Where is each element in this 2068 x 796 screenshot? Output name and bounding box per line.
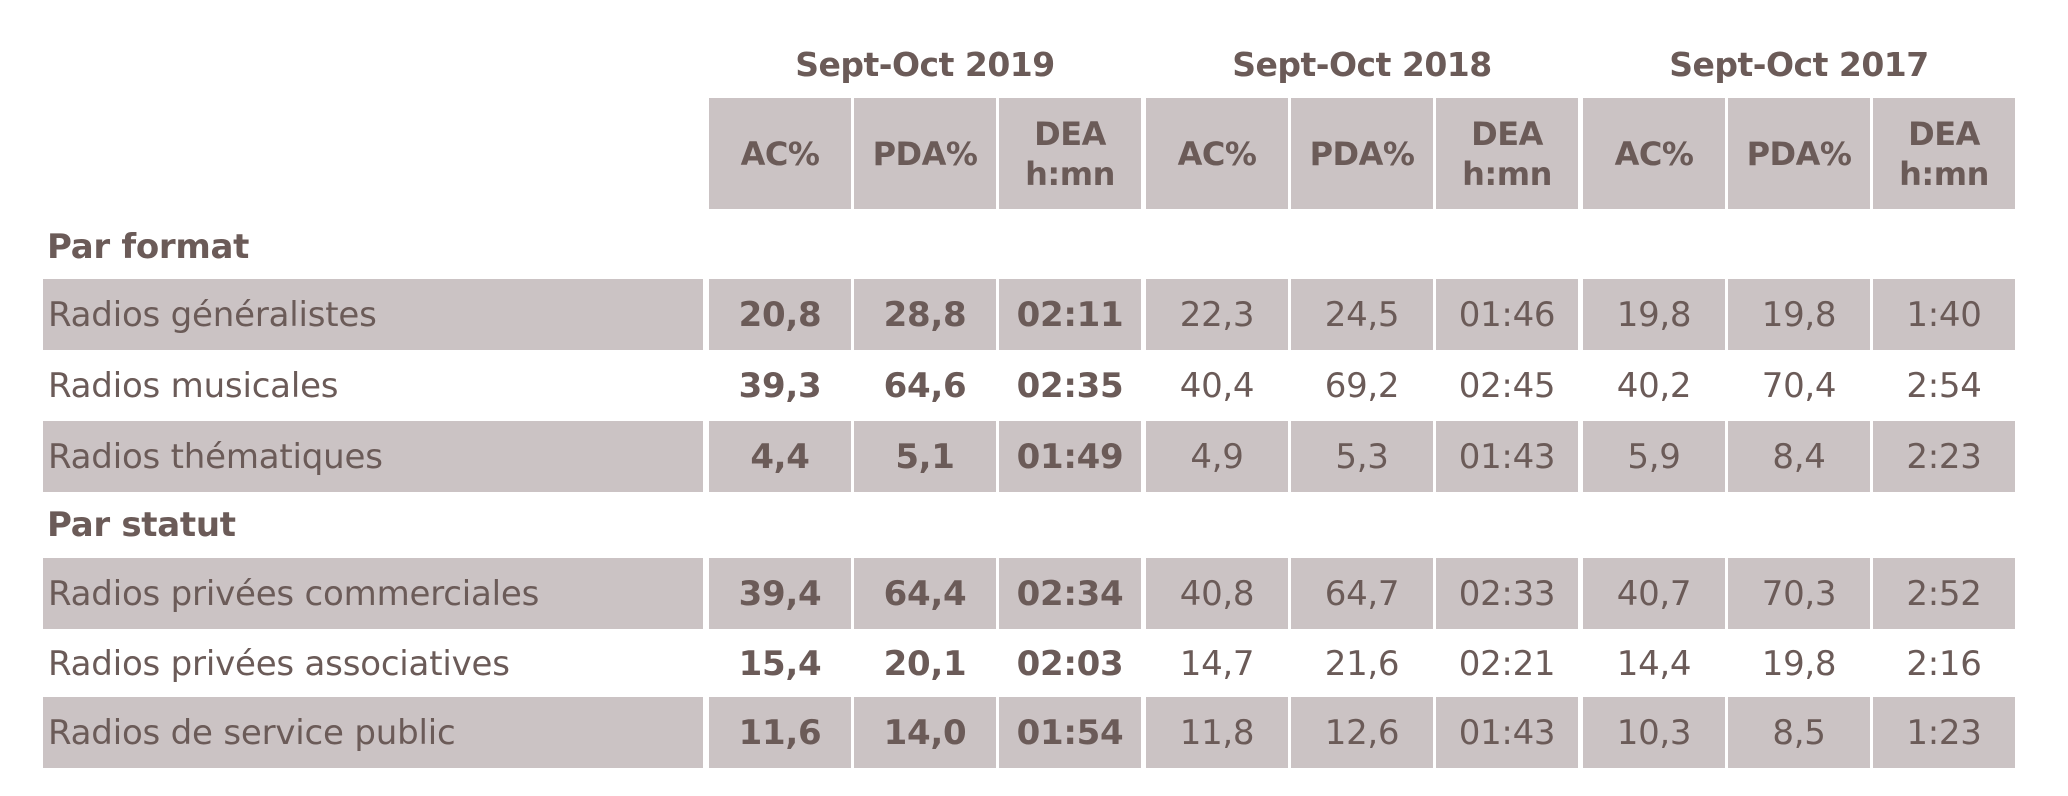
column-header-label: PDA% [872, 134, 978, 173]
table-cell: 2:23 [1873, 421, 2015, 492]
column-header-dea: DEA h:mn [999, 98, 1141, 209]
row-label: Radios thématiques [43, 421, 703, 492]
column-header-ac: AC% [1583, 98, 1725, 209]
table-cell: 40,8 [1146, 558, 1288, 629]
table-cell: 10,3 [1583, 697, 1725, 768]
table-cell: 40,7 [1583, 558, 1725, 629]
table-cell: 2:16 [1906, 643, 1982, 684]
column-header-ac: AC% [709, 98, 851, 209]
row-label: Radios généralistes [43, 279, 703, 350]
table-cell: 39,4 [709, 558, 851, 629]
table-cell: 70,3 [1728, 558, 1870, 629]
section-title: Par statut [47, 505, 236, 545]
table-cell: 1:40 [1873, 279, 2015, 350]
column-header-label: PDA% [1746, 134, 1852, 173]
table-cell: 64,7 [1291, 558, 1433, 629]
table-cell: 01:54 [999, 697, 1141, 768]
table-cell: 5,1 [854, 421, 996, 492]
column-header-pda: PDA% [854, 98, 996, 209]
table-cell: 02:34 [999, 558, 1141, 629]
column-header-pda: PDA% [1728, 98, 1870, 209]
column-header-unit: h:mn [1899, 154, 1989, 193]
table-cell: 4,4 [709, 421, 851, 492]
table-cell: 28,8 [854, 279, 996, 350]
period-header: Sept-Oct 2019 [795, 45, 1055, 84]
table-cell: 19,8 [1583, 279, 1725, 350]
column-header-ac: AC% [1146, 98, 1288, 209]
row-label: Radios privées associatives [48, 643, 510, 684]
table-cell: 64,4 [854, 558, 996, 629]
table-cell: 02:45 [1458, 365, 1556, 406]
column-header-label: AC% [1177, 134, 1257, 173]
table-cell: 8,4 [1728, 421, 1870, 492]
period-header: Sept-Oct 2018 [1232, 45, 1492, 84]
table-cell: 19,8 [1728, 279, 1870, 350]
row-label: Radios musicales [48, 365, 339, 406]
table-cell: 70,4 [1761, 365, 1837, 406]
table-cell: 21,6 [1324, 643, 1400, 684]
table-cell: 40,4 [1179, 365, 1255, 406]
column-header-unit: h:mn [1462, 154, 1552, 193]
section-title: Par format [47, 227, 250, 267]
table-cell: 01:43 [1436, 421, 1578, 492]
table-cell: 8,5 [1728, 697, 1870, 768]
table-cell: 14,7 [1179, 643, 1255, 684]
table-cell: 2:52 [1873, 558, 2015, 629]
table-cell: 02:35 [1016, 365, 1124, 406]
column-header-label: DEA [1471, 114, 1543, 153]
table-cell: 11,6 [709, 697, 851, 768]
period-header: Sept-Oct 2017 [1669, 45, 1929, 84]
table-cell: 01:46 [1436, 279, 1578, 350]
row-label: Radios privées commerciales [43, 558, 703, 629]
column-header-label: AC% [1614, 134, 1694, 173]
table-cell: 01:49 [999, 421, 1141, 492]
table-cell: 5,9 [1583, 421, 1725, 492]
table-cell: 02:21 [1458, 643, 1556, 684]
table-cell: 20,8 [709, 279, 851, 350]
column-header-dea: DEA h:mn [1436, 98, 1578, 209]
table-cell: 64,6 [883, 365, 967, 406]
column-header-dea: DEA h:mn [1873, 98, 2015, 209]
table-cell: 14,4 [1616, 643, 1692, 684]
table-cell: 02:03 [1016, 643, 1124, 684]
column-header-label: PDA% [1309, 134, 1415, 173]
table-cell: 2:54 [1906, 365, 1982, 406]
table-cell: 4,9 [1146, 421, 1288, 492]
column-header-unit: h:mn [1025, 154, 1115, 193]
row-label: Radios de service public [43, 697, 703, 768]
column-header-label: DEA [1908, 114, 1980, 153]
table-cell: 5,3 [1291, 421, 1433, 492]
table-cell: 39,3 [738, 365, 822, 406]
table-cell: 15,4 [738, 643, 822, 684]
table-cell: 22,3 [1146, 279, 1288, 350]
column-header-label: AC% [740, 134, 820, 173]
table-cell: 24,5 [1291, 279, 1433, 350]
table-cell: 02:11 [999, 279, 1141, 350]
column-header-pda: PDA% [1291, 98, 1433, 209]
table-cell: 01:43 [1436, 697, 1578, 768]
table-cell: 20,1 [883, 643, 967, 684]
table-cell: 69,2 [1324, 365, 1400, 406]
table-cell: 14,0 [854, 697, 996, 768]
table-cell: 12,6 [1291, 697, 1433, 768]
table-cell: 1:23 [1873, 697, 2015, 768]
table-cell: 11,8 [1146, 697, 1288, 768]
table-cell: 40,2 [1616, 365, 1692, 406]
table-cell: 19,8 [1761, 643, 1837, 684]
column-header-label: DEA [1034, 114, 1106, 153]
table-cell: 02:33 [1436, 558, 1578, 629]
